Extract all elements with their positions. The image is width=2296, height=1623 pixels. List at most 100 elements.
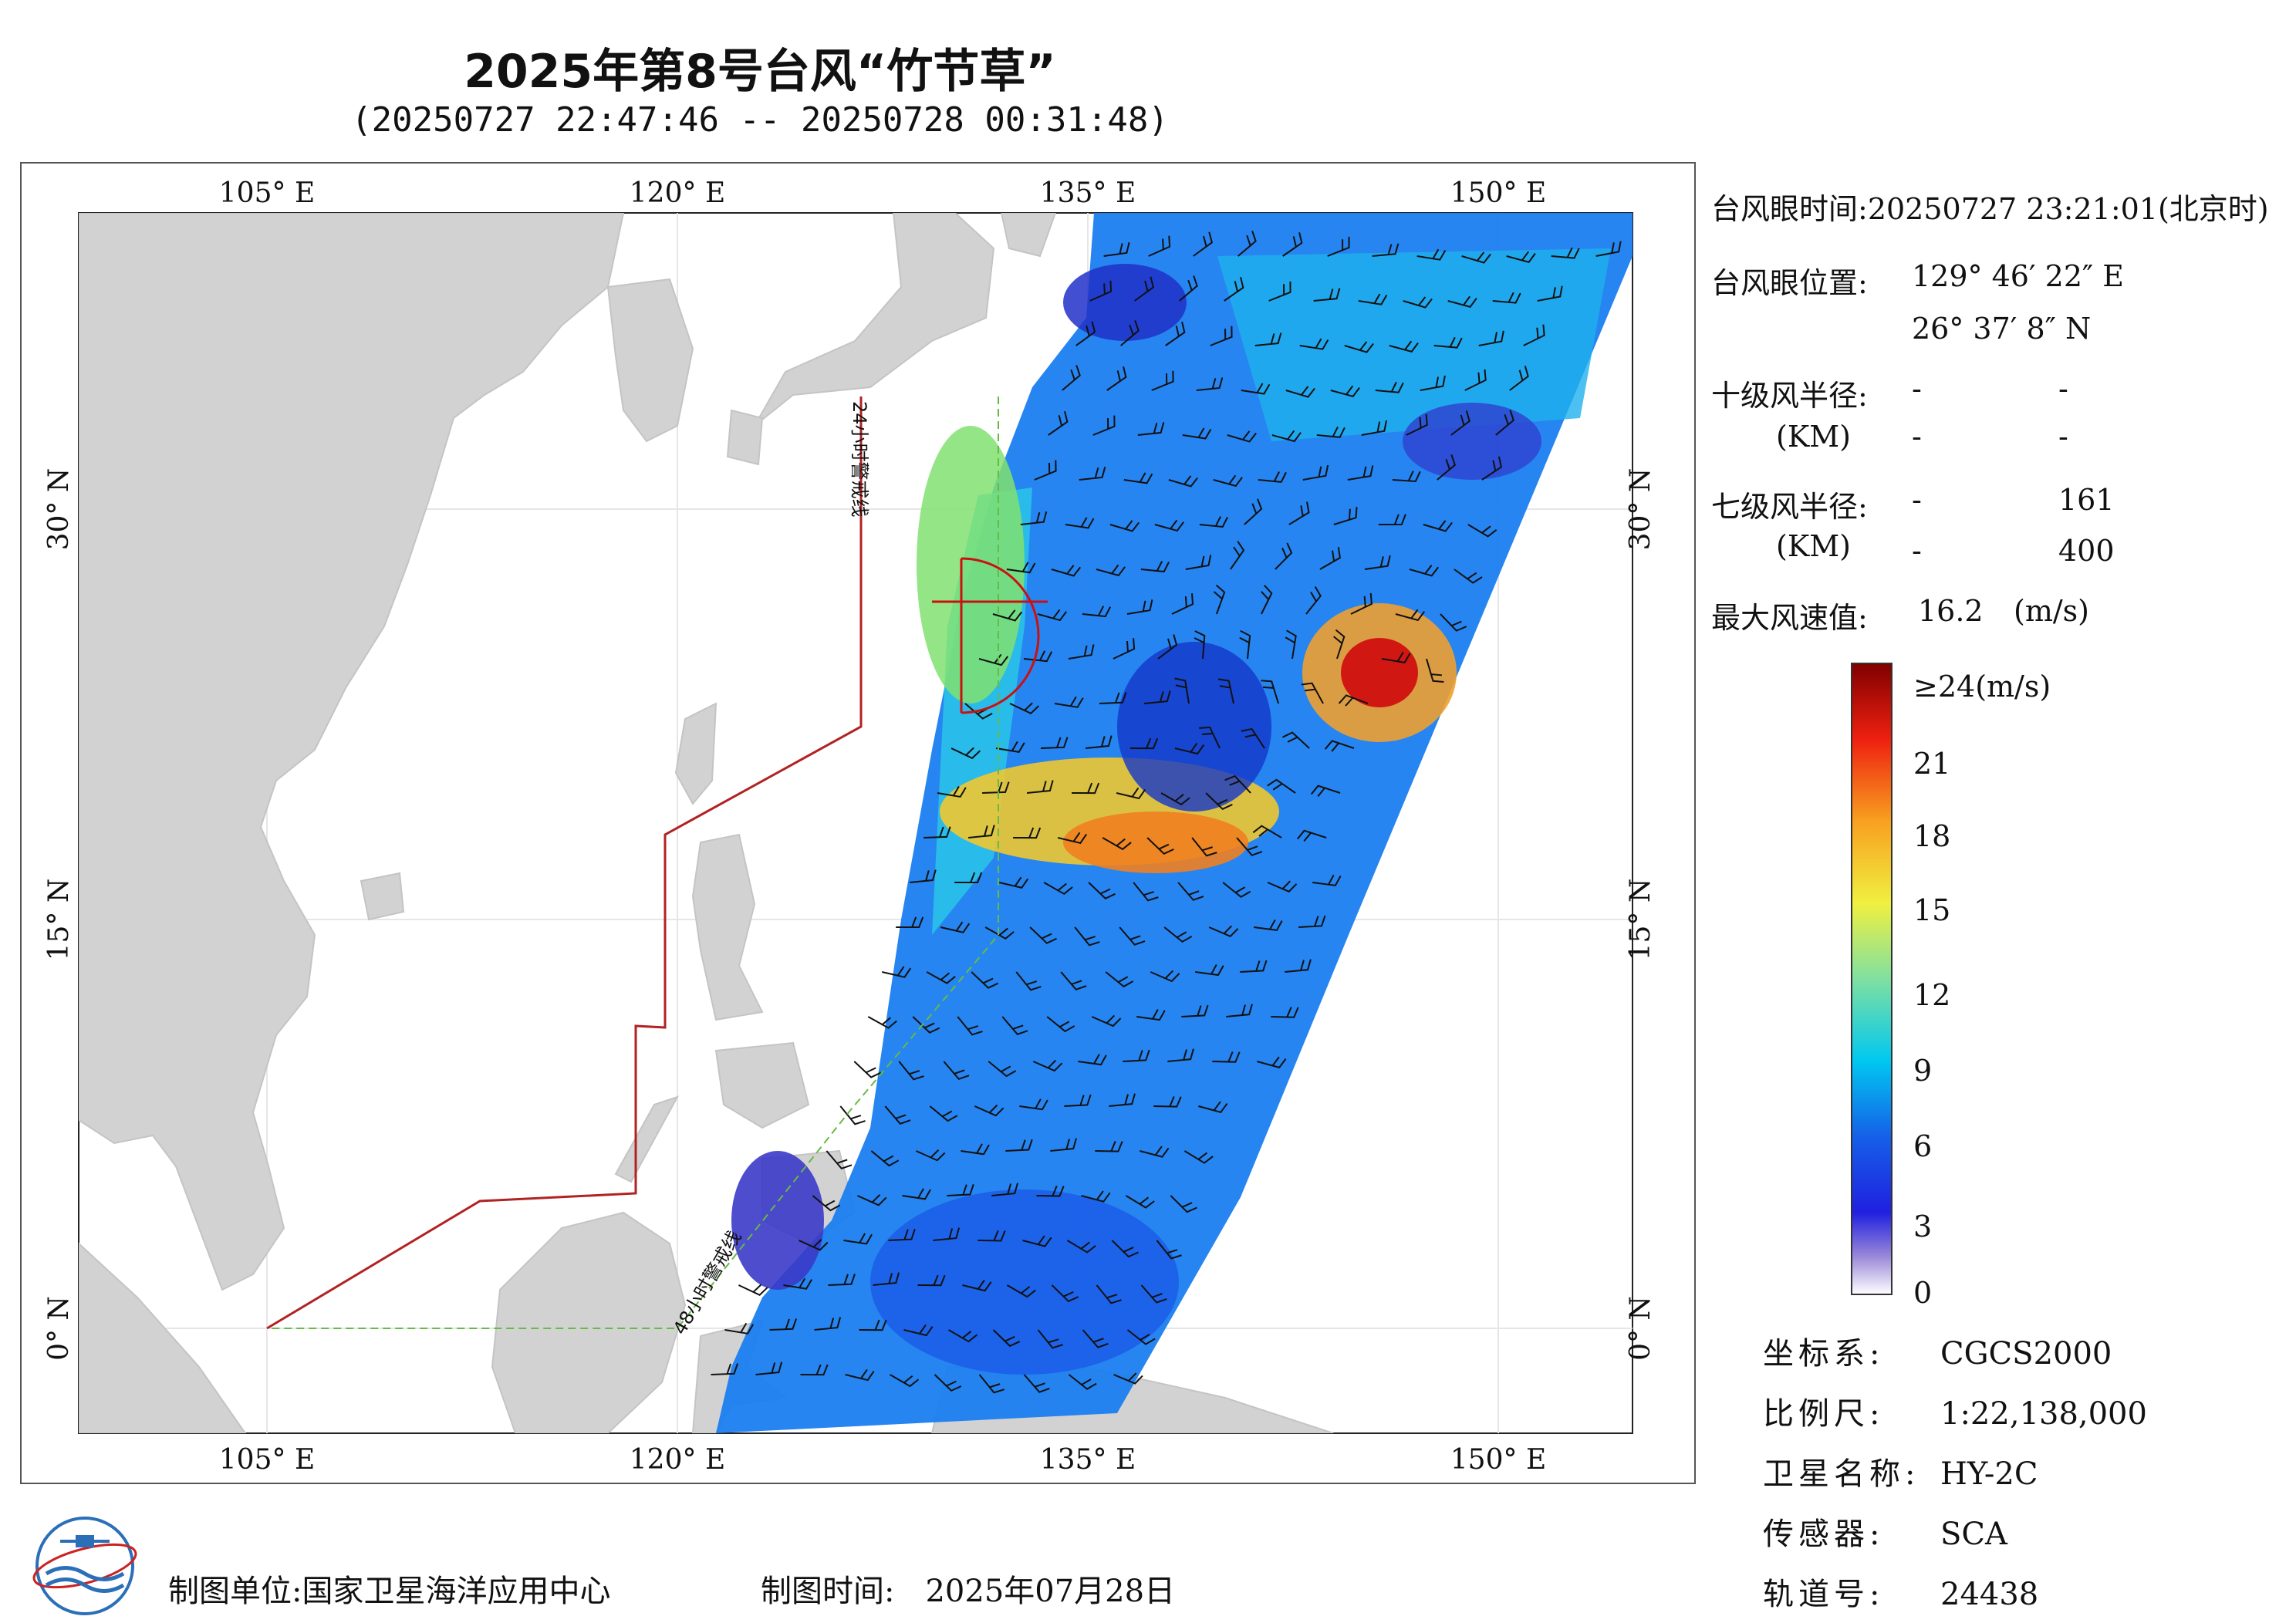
wind-barb bbox=[978, 1374, 1004, 1394]
wind-barb bbox=[1140, 1146, 1170, 1158]
wind-barb bbox=[1271, 1007, 1299, 1018]
wind-barb bbox=[998, 876, 1029, 889]
sensor-label: 传感器: bbox=[1763, 1517, 1885, 1552]
wind-barb bbox=[1447, 295, 1477, 308]
scale-row: 比例尺: 1:22,138,000 bbox=[1763, 1388, 2147, 1433]
wind-barb bbox=[1181, 1004, 1209, 1017]
wind-barb bbox=[1205, 792, 1233, 811]
map-frame[interactable]: 24小时警戒线 48小时警戒线 105° E 120° E 135° E 150… bbox=[20, 162, 1696, 1484]
wind-barb bbox=[1075, 321, 1096, 346]
crs-row: 坐标系: CGCS2000 bbox=[1763, 1328, 2112, 1373]
wind-barb bbox=[1252, 825, 1282, 838]
wind-barb bbox=[1051, 1284, 1079, 1303]
wind-barb bbox=[853, 1061, 882, 1078]
wind-barb bbox=[1347, 465, 1374, 481]
wind-barb bbox=[845, 1368, 875, 1382]
wind-barb bbox=[1191, 837, 1217, 857]
wind-barb bbox=[1065, 517, 1095, 529]
r10-value-2: - bbox=[2058, 372, 2068, 406]
wind-barb bbox=[1109, 1093, 1136, 1107]
wind-barb bbox=[917, 1274, 946, 1287]
wind-barb bbox=[888, 1228, 916, 1241]
colorbar-label-9: 9 bbox=[1913, 1054, 1933, 1088]
wind-barb bbox=[1198, 1101, 1228, 1113]
wind-barb bbox=[1160, 792, 1190, 806]
wind-barb bbox=[1051, 565, 1082, 577]
wind-barb bbox=[1257, 1056, 1287, 1069]
crs-value: CGCS2000 bbox=[1940, 1336, 2112, 1372]
wind-barb bbox=[1185, 555, 1212, 570]
wind-barb bbox=[1126, 599, 1153, 615]
map-subtitle: (20250727 22:47:46 -- 20250728 00:31:48) bbox=[351, 100, 1169, 140]
wind-barb bbox=[873, 1272, 900, 1286]
wind-barb bbox=[828, 1274, 856, 1286]
wind-barb bbox=[1392, 471, 1421, 483]
max-wind-unit: (m/s) bbox=[2014, 594, 2089, 628]
land-palawan bbox=[614, 1095, 680, 1183]
map-date-label: 制图时间: bbox=[761, 1574, 895, 1609]
wind-barb bbox=[1230, 541, 1245, 570]
wind-barb bbox=[1437, 454, 1457, 481]
wind-barb bbox=[1344, 341, 1374, 353]
colorbar-label-15: 15 bbox=[1913, 893, 1951, 927]
wind-barb bbox=[1023, 650, 1053, 663]
land-hokkaido bbox=[1000, 213, 1057, 258]
wind-barb bbox=[1079, 467, 1106, 481]
wind-barb bbox=[1148, 235, 1171, 257]
lon-tick-bottom-150: 150° E bbox=[1450, 1444, 1546, 1476]
wind-barb bbox=[755, 1361, 783, 1375]
wind-barb bbox=[1478, 330, 1504, 346]
wind-barb bbox=[1372, 243, 1400, 257]
lat-tick-right-30: 30° N bbox=[1625, 468, 1656, 551]
wind-barb bbox=[1009, 702, 1039, 714]
wind-barb bbox=[1194, 630, 1206, 660]
wind-barb bbox=[1285, 629, 1297, 660]
max-wind-label: 最大风速值: bbox=[1711, 601, 1868, 635]
wind-barb bbox=[1151, 370, 1174, 391]
wind-barb bbox=[1006, 562, 1036, 574]
eye-pos-lat: 26° 37′ 8″ N bbox=[1912, 312, 2092, 346]
land-asia bbox=[79, 213, 625, 1291]
wind-barb bbox=[1060, 971, 1087, 990]
wind-barb bbox=[977, 1230, 1006, 1242]
wind-barb bbox=[867, 1016, 897, 1029]
wind-barb bbox=[1123, 472, 1153, 484]
wind-barb bbox=[1054, 696, 1084, 708]
land-taiwan bbox=[674, 702, 718, 805]
crs-label: 坐标系: bbox=[1763, 1336, 1885, 1372]
scale-value: 1:22,138,000 bbox=[1940, 1396, 2147, 1432]
land-visayas bbox=[714, 1041, 810, 1129]
wind-barb bbox=[1123, 1049, 1150, 1062]
wind-barb bbox=[1043, 882, 1073, 896]
wind-barb bbox=[1167, 1048, 1194, 1062]
wind-barb bbox=[843, 1233, 873, 1245]
wind-field-map[interactable]: 24小时警戒线 48小时警戒线 105° E 120° E 135° E 150… bbox=[22, 164, 1694, 1483]
maker-value: 国家卫星海洋应用中心 bbox=[302, 1574, 611, 1609]
wind-barb bbox=[1140, 1284, 1167, 1304]
lat-ticks-left: 30° N 15° N 0° N bbox=[43, 468, 75, 1361]
wind-barb bbox=[1381, 651, 1411, 663]
wind-barb bbox=[961, 1143, 990, 1156]
r10-value-3: - bbox=[1912, 420, 1922, 454]
wind-barb bbox=[910, 869, 937, 883]
wind-barb bbox=[1066, 1240, 1096, 1254]
wind-barb bbox=[1036, 1186, 1065, 1197]
eye-time-label: 台风眼时间: bbox=[1711, 192, 1868, 226]
map-title: 2025年第8号台风“竹节草” bbox=[464, 45, 1056, 99]
wind-barb bbox=[1302, 464, 1329, 481]
wind-barb bbox=[1358, 293, 1388, 305]
wind-barb bbox=[1282, 232, 1303, 257]
wind-barb bbox=[1089, 280, 1113, 302]
colorbar-label-12: 12 bbox=[1913, 978, 1951, 1012]
wind-barb bbox=[890, 1374, 920, 1388]
wind-barb bbox=[1254, 919, 1283, 932]
wind-barb bbox=[1440, 613, 1467, 632]
wind-barb bbox=[1268, 281, 1292, 302]
wind-barb bbox=[1261, 585, 1273, 615]
r7-value-1: - bbox=[1912, 483, 1922, 517]
land-korea bbox=[606, 278, 694, 443]
wind-barb bbox=[937, 785, 967, 798]
wind-barb bbox=[954, 872, 983, 884]
wind-barb bbox=[995, 741, 1025, 753]
wind-barb bbox=[1134, 276, 1155, 302]
